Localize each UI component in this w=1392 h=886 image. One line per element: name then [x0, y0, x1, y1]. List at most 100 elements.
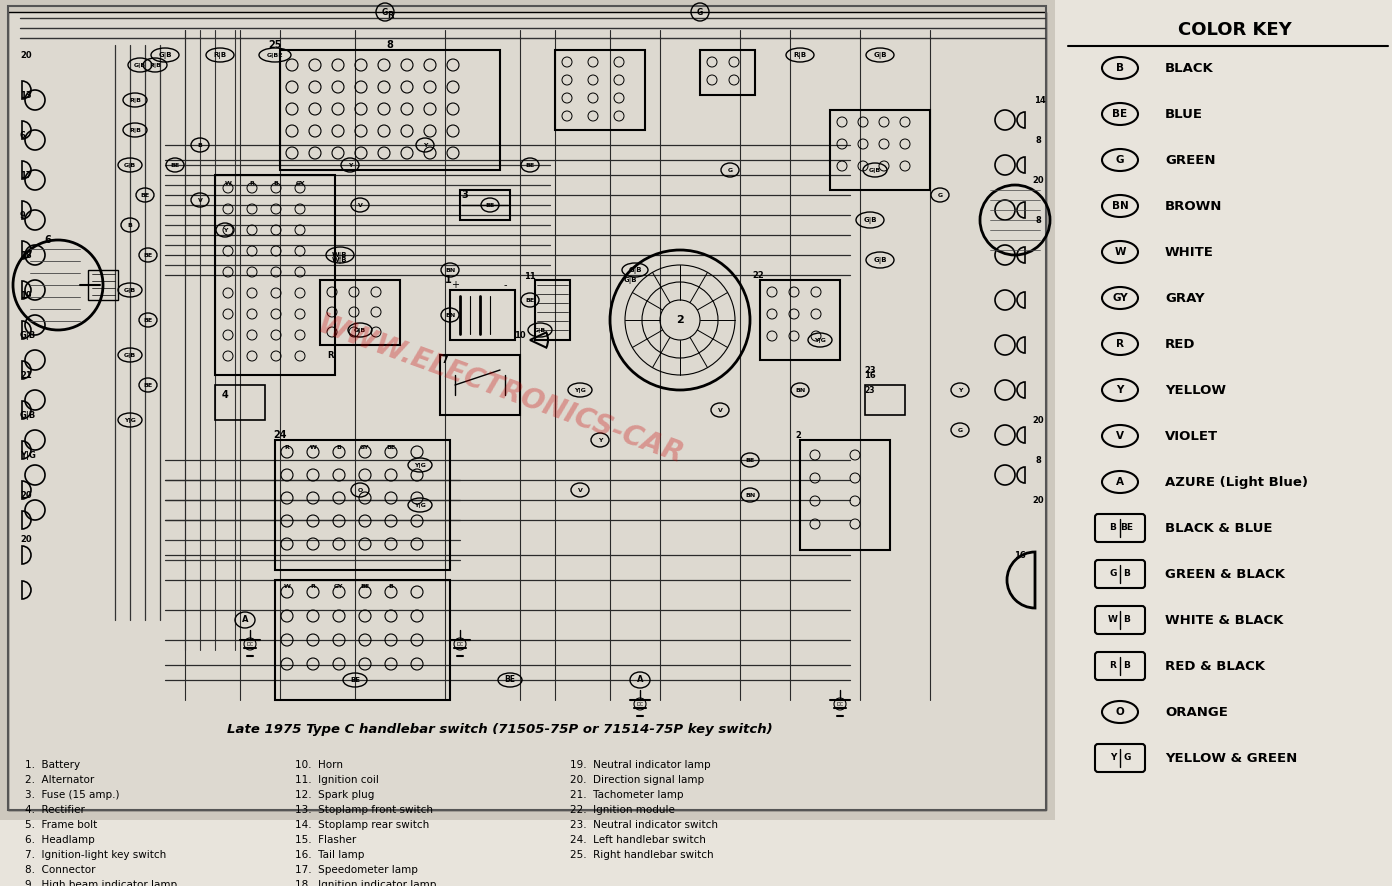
Text: BE: BE: [143, 317, 153, 323]
Text: 13.  Stoplamp front switch: 13. Stoplamp front switch: [295, 805, 433, 815]
Text: R|B: R|B: [129, 128, 141, 133]
Text: Y: Y: [1109, 753, 1116, 763]
Text: BE: BE: [349, 677, 361, 683]
Text: YELLOW & GREEN: YELLOW & GREEN: [1165, 751, 1297, 765]
Text: 24.  Left handlebar switch: 24. Left handlebar switch: [569, 835, 706, 845]
Text: BE: BE: [504, 675, 515, 685]
Text: 4.  Rectifier: 4. Rectifier: [25, 805, 85, 815]
Text: BE: BE: [486, 203, 494, 207]
Text: BE: BE: [525, 162, 535, 167]
Text: R: R: [1116, 339, 1123, 349]
Text: R|B: R|B: [793, 51, 806, 58]
Text: RED: RED: [1165, 338, 1196, 351]
Bar: [214, 385, 264, 420]
Text: 20.  Direction signal lamp: 20. Direction signal lamp: [569, 775, 704, 785]
Bar: [535, 280, 569, 340]
Text: BN: BN: [745, 493, 754, 498]
Text: G|B: G|B: [863, 216, 877, 223]
Text: 10.  Horn: 10. Horn: [295, 760, 342, 770]
Bar: [555, 50, 644, 130]
Text: 8: 8: [1036, 455, 1041, 464]
Text: Y: Y: [423, 143, 427, 147]
Text: 11: 11: [525, 271, 536, 281]
Text: BN: BN: [1112, 201, 1129, 211]
Text: R|B: R|B: [149, 63, 161, 67]
Text: GREEN & BLACK: GREEN & BLACK: [1165, 568, 1285, 580]
Text: 3.  Fuse (15 amp.): 3. Fuse (15 amp.): [25, 790, 120, 800]
Text: RED & BLACK: RED & BLACK: [1165, 659, 1265, 672]
Text: W|B: W|B: [333, 257, 348, 263]
Text: +: +: [451, 280, 459, 290]
Text: G|B: G|B: [624, 276, 636, 284]
Text: W: W: [284, 585, 291, 589]
Text: B: B: [198, 143, 202, 147]
Text: 19.  Neutral indicator lamp: 19. Neutral indicator lamp: [569, 760, 711, 770]
Text: BE: BE: [525, 298, 535, 302]
Text: B: B: [128, 222, 132, 228]
Text: Y|G: Y|G: [413, 502, 426, 508]
Text: 20: 20: [19, 535, 32, 545]
Text: V: V: [717, 408, 722, 413]
Text: 25.  Right handlebar switch: 25. Right handlebar switch: [569, 850, 714, 860]
Text: WHITE & BLACK: WHITE & BLACK: [1165, 613, 1283, 626]
Text: GRAY: GRAY: [1165, 291, 1204, 305]
Text: Late 1975 Type C handlebar switch (71505-75P or 71514-75P key switch): Late 1975 Type C handlebar switch (71505…: [227, 724, 773, 736]
Text: DC: DC: [457, 641, 464, 647]
Text: 6: 6: [19, 130, 26, 139]
Text: 8: 8: [387, 40, 394, 50]
Text: VIOLET: VIOLET: [1165, 430, 1218, 442]
Text: BE: BE: [1112, 109, 1128, 119]
Text: 2: 2: [677, 315, 683, 325]
Text: R|B: R|B: [129, 97, 141, 103]
Text: 16: 16: [1015, 550, 1026, 559]
Bar: [276, 580, 450, 700]
Text: O: O: [1115, 707, 1125, 717]
Text: Y|G: Y|G: [814, 338, 825, 343]
Text: G: G: [958, 428, 962, 432]
Text: 1.  Battery: 1. Battery: [25, 760, 81, 770]
Text: G|B: G|B: [628, 267, 642, 274]
Text: 17: 17: [19, 170, 32, 180]
Text: BROWN: BROWN: [1165, 199, 1222, 213]
Text: B: B: [1109, 524, 1116, 532]
Text: GY: GY: [334, 585, 344, 589]
Text: GREEN: GREEN: [1165, 153, 1215, 167]
Text: G|B: G|B: [124, 287, 136, 292]
Text: GY: GY: [295, 181, 305, 185]
Text: R: R: [284, 445, 290, 449]
Bar: [830, 110, 930, 190]
Bar: [214, 175, 335, 375]
Text: 20: 20: [1033, 416, 1044, 424]
Text: G|B: G|B: [869, 167, 881, 173]
Text: W: W: [224, 181, 231, 185]
Text: WHITE: WHITE: [1165, 245, 1214, 259]
Bar: [459, 190, 509, 220]
Text: Y: Y: [223, 228, 227, 232]
Text: BE: BE: [387, 445, 395, 449]
Text: G|B: G|B: [124, 162, 136, 167]
Bar: [8, 12, 1045, 810]
Text: Y: Y: [958, 387, 962, 392]
Text: 7: 7: [441, 355, 448, 365]
Text: G|B: G|B: [134, 63, 146, 67]
Text: B: B: [1123, 616, 1130, 625]
Text: GY: GY: [1112, 293, 1128, 303]
Text: G|B: G|B: [873, 257, 887, 263]
Text: B: B: [1116, 63, 1123, 73]
Text: WWW.ELECTRONICS-CAR: WWW.ELECTRONICS-CAR: [313, 311, 686, 470]
Text: 9: 9: [19, 211, 25, 220]
Text: 25: 25: [269, 40, 281, 50]
Text: 4: 4: [221, 390, 228, 400]
Text: V: V: [578, 487, 582, 493]
Text: 14.  Stoplamp rear switch: 14. Stoplamp rear switch: [295, 820, 429, 830]
Text: G: G: [937, 192, 942, 198]
Text: DC: DC: [246, 641, 253, 647]
Text: 11.  Ignition coil: 11. Ignition coil: [295, 775, 379, 785]
Text: 22: 22: [752, 270, 764, 279]
Text: Y|G: Y|G: [413, 462, 426, 468]
Text: 19: 19: [19, 291, 32, 299]
Text: ORANGE: ORANGE: [1165, 705, 1228, 719]
Bar: [760, 280, 839, 360]
Text: 7.  Ignition-light key switch: 7. Ignition-light key switch: [25, 850, 166, 860]
Text: W: W: [1108, 616, 1118, 625]
